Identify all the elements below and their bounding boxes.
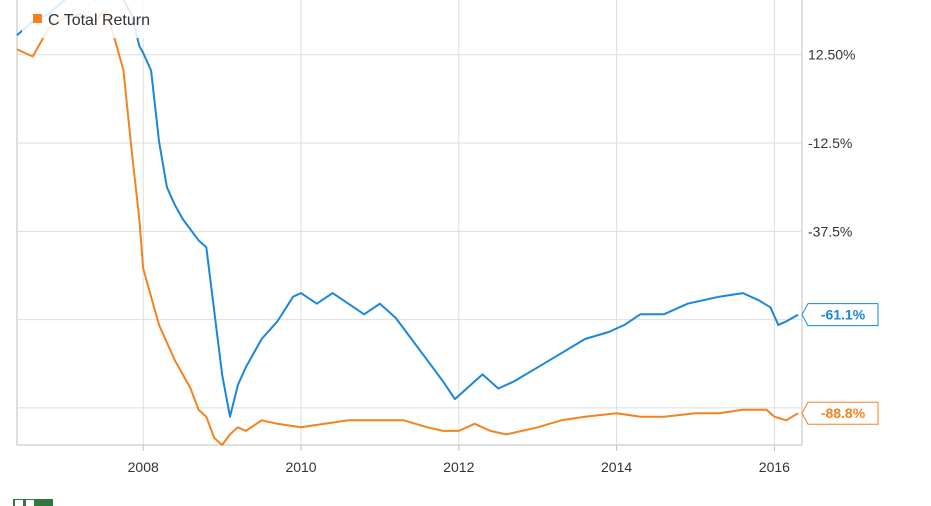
- grid-layer: 12.50% -12.5% -37.5% 2008 2010 2012 2014 2016: [17, 0, 855, 475]
- legend-background: [22, 0, 220, 38]
- svg-text:-61.1%: -61.1%: [821, 307, 866, 323]
- x-tick-label: 2008: [128, 459, 159, 475]
- legend-label-c-total-return: C Total Return: [48, 12, 150, 29]
- y-tick-label: -37.5%: [808, 223, 852, 239]
- end-label-benchmark: -61.1%: [801, 303, 879, 327]
- y-tick-label: 12.50%: [808, 47, 855, 63]
- legend-swatch-c-total-return: [33, 14, 42, 23]
- end-label-layer: -88.8% -61.1%: [801, 303, 879, 425]
- legend: C Total Return: [22, 0, 220, 38]
- series-line-c-total-return: [16, 9, 799, 446]
- y-tick-label: -12.5%: [808, 135, 852, 151]
- svg-text:-88.8%: -88.8%: [821, 405, 866, 421]
- x-tick-label: 2010: [285, 459, 316, 475]
- series-layer: [16, 0, 799, 446]
- series-line-benchmark: [16, 0, 799, 418]
- ycharts-logo: [13, 499, 53, 506]
- x-tick-label: 2016: [759, 459, 790, 475]
- x-tick-label: 2014: [601, 459, 632, 475]
- x-tick-label: 2012: [443, 459, 474, 475]
- end-label-c-total-return: -88.8%: [801, 401, 879, 425]
